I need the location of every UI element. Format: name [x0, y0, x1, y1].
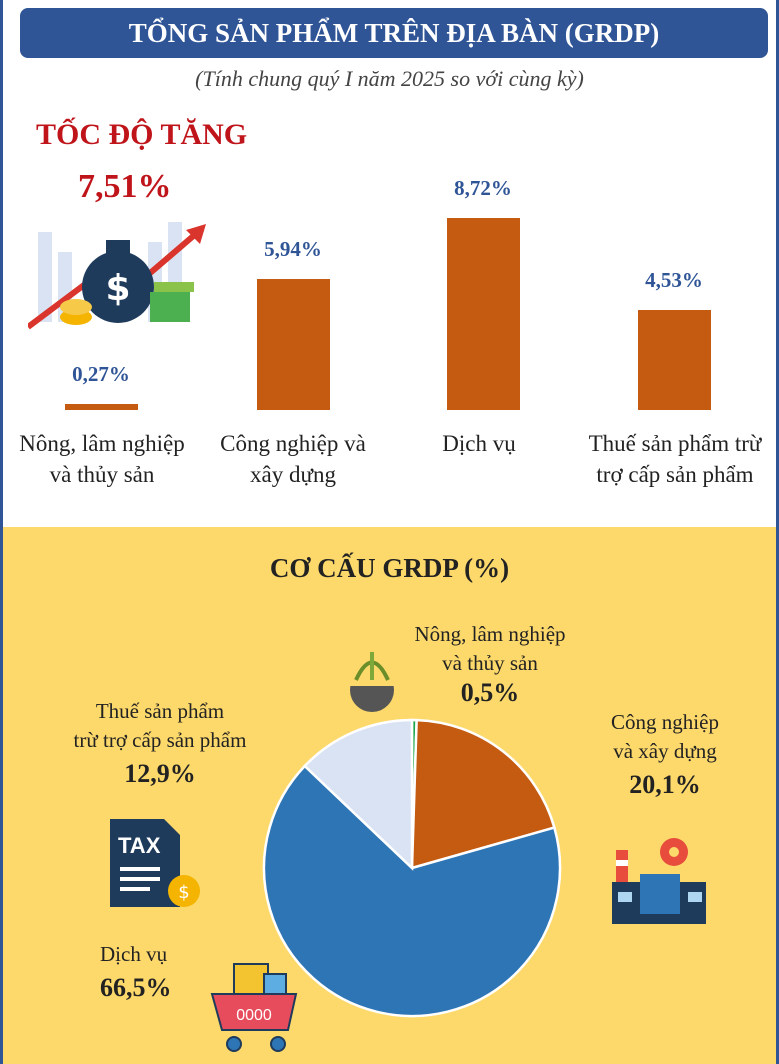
svg-text:0000: 0000	[236, 1007, 272, 1024]
page-title: TỔNG SẢN PHẨM TRÊN ĐỊA BÀN (GRDP)	[20, 8, 768, 58]
label-line: trừ trợ cấp sản phẩm	[73, 728, 247, 752]
agriculture-gear-icon	[344, 652, 400, 712]
growth-title: TỐC ĐỘ TĂNG	[36, 118, 248, 151]
bar-value-label: 5,94%	[264, 237, 322, 262]
pie-slice	[410, 718, 556, 870]
pie-value: 12,9%	[124, 759, 196, 788]
growth-total: 7,51%	[78, 168, 172, 205]
label-line: Dịch vụ	[100, 942, 168, 966]
pie-value: 66,5%	[100, 973, 172, 1002]
pie-label-agriculture: Nông, lâm nghiệp và thủy sản 0,5%	[390, 620, 590, 707]
shopping-cart-icon: 0000	[210, 963, 298, 1052]
money-growth-icon: $	[28, 222, 206, 330]
label-line: và thủy sản	[442, 651, 538, 675]
factory-gear-icon	[612, 838, 706, 924]
category-label: Dịch vụ	[442, 431, 516, 456]
category-label: Thuế sản phẩm trừ trợ cấp sản phẩm	[588, 431, 762, 487]
tax-document-icon: TAX $	[110, 819, 200, 907]
bar	[257, 279, 330, 410]
page-subtitle: (Tính chung quý I năm 2025 so với cùng k…	[195, 66, 584, 91]
pie-slice	[262, 764, 562, 1018]
pie-value: 0,5%	[460, 678, 520, 707]
svg-text:$: $	[105, 268, 130, 309]
bar-value-label: 4,53%	[645, 268, 703, 293]
bar-value-label: 0,27%	[72, 362, 130, 387]
pie-label-services: Dịch vụ 66,5%	[100, 940, 220, 1002]
bar	[447, 218, 520, 410]
pie-label-industry: Công nghiệp và xây dựng 20,1%	[570, 708, 760, 799]
bar-value-label: 8,72%	[454, 176, 512, 201]
bar	[638, 310, 711, 410]
label-line: Thuế sản phẩm	[95, 699, 225, 723]
pie-value: 20,1%	[629, 770, 701, 799]
pie-slice	[302, 718, 414, 871]
category-label: Công nghiệp và xây dựng	[220, 431, 366, 487]
svg-text:$: $	[178, 882, 189, 903]
bar	[65, 404, 138, 410]
label-line: và xây dựng	[613, 739, 717, 763]
svg-text:TAX: TAX	[118, 833, 161, 858]
label-line: Nông, lâm nghiệp	[414, 622, 566, 646]
category-label: Nông, lâm nghiệp và thủy sản	[19, 431, 185, 487]
pie-title: CƠ CẤU GRDP (%)	[269, 553, 510, 583]
label-line: Công nghiệp	[611, 710, 719, 734]
pie-label-tax: Thuế sản phẩm trừ trợ cấp sản phẩm 12,9%	[60, 697, 260, 788]
